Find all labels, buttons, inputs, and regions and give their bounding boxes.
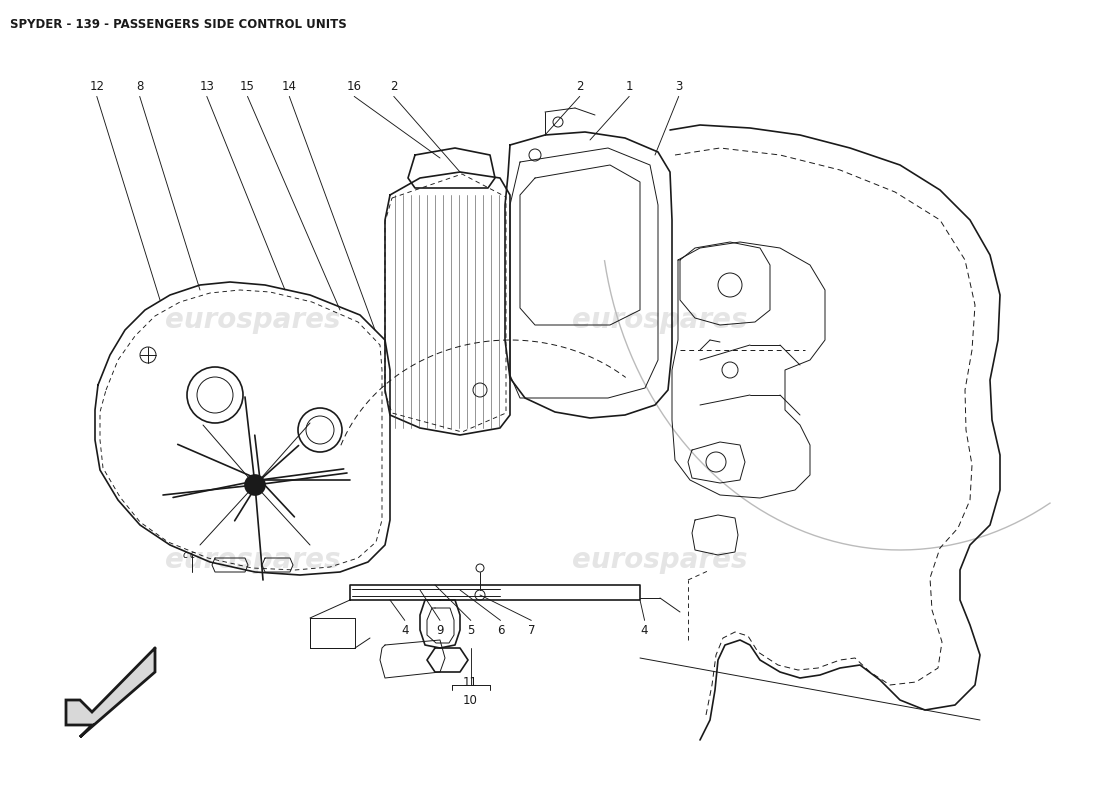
Text: 7: 7 [528, 624, 535, 637]
Text: c: c [183, 550, 188, 560]
Text: 16: 16 [346, 80, 362, 93]
Text: c: c [189, 550, 195, 560]
Text: 13: 13 [199, 80, 214, 93]
Text: 10: 10 [463, 694, 477, 706]
Text: eurospares: eurospares [165, 306, 341, 334]
Text: eurospares: eurospares [165, 546, 341, 574]
Text: eurospares: eurospares [572, 546, 748, 574]
Text: SPYDER - 139 - PASSENGERS SIDE CONTROL UNITS: SPYDER - 139 - PASSENGERS SIDE CONTROL U… [10, 18, 346, 31]
Text: 1: 1 [626, 80, 632, 93]
Text: 2: 2 [390, 80, 397, 93]
Text: 9: 9 [437, 624, 443, 637]
Text: 3: 3 [675, 80, 682, 93]
Polygon shape [66, 648, 155, 737]
Text: 4: 4 [402, 624, 408, 637]
Text: 2: 2 [576, 80, 583, 93]
Text: 8: 8 [136, 80, 143, 93]
Text: 15: 15 [240, 80, 255, 93]
Text: 12: 12 [89, 80, 104, 93]
Text: 11: 11 [462, 677, 477, 690]
Text: 14: 14 [282, 80, 297, 93]
Text: 6: 6 [497, 624, 504, 637]
Circle shape [245, 475, 265, 495]
Text: 4: 4 [641, 624, 648, 637]
Text: eurospares: eurospares [572, 306, 748, 334]
Text: 5: 5 [468, 624, 474, 637]
